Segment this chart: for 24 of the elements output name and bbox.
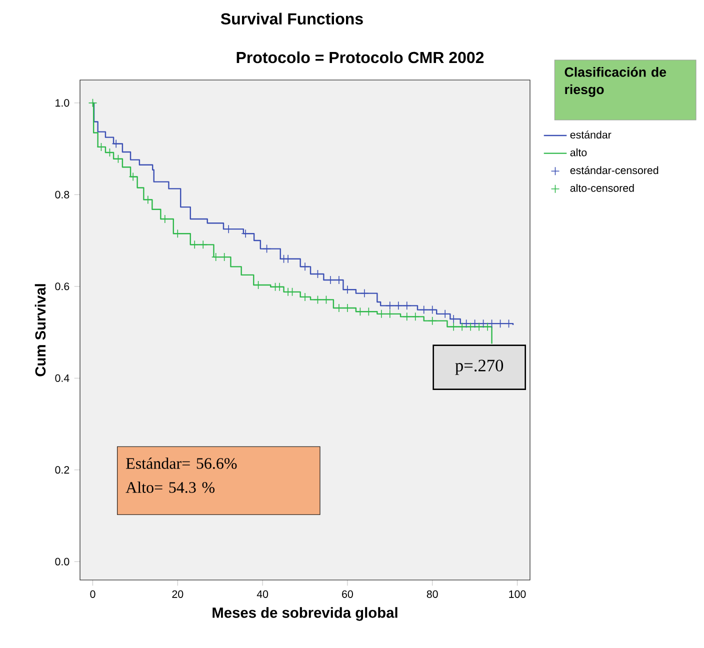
legend-label: alto <box>570 148 587 156</box>
x-tick-label: 80 <box>426 590 438 598</box>
annotation: Alto= 54.3 % <box>126 482 215 493</box>
y-tick-label: 0.4 <box>55 374 70 382</box>
y-tick-label: 0.0 <box>55 558 70 566</box>
y-tick-label: 0.2 <box>55 466 70 474</box>
y-tick-label: 0.6 <box>55 282 70 290</box>
x-axis-title: Meses de sobrevida global <box>212 607 398 621</box>
chart-title: Survival Functions <box>220 12 363 25</box>
legend-title: Clasificación de riesgo <box>564 66 666 97</box>
y-tick-label: 1.0 <box>56 99 70 107</box>
x-tick-label: 20 <box>172 590 184 598</box>
legend-label: estándar-censored <box>570 166 658 174</box>
x-tick-label: 40 <box>256 590 268 598</box>
annotation: Estándar= 56.6% <box>126 458 237 469</box>
x-tick-label: 100 <box>509 590 526 598</box>
annotation: p=.270 <box>455 360 504 375</box>
x-tick-label: 0 <box>90 590 96 598</box>
y-tick-label: 0.8 <box>55 190 70 198</box>
chart-subtitle: Protocolo = Protocolo CMR 2002 <box>236 51 484 64</box>
y-axis-title: Cum Survival <box>34 284 46 376</box>
legend-label: estándar <box>570 130 612 139</box>
x-tick-label: 60 <box>342 590 353 598</box>
legend-label: alto-censored <box>570 184 634 192</box>
